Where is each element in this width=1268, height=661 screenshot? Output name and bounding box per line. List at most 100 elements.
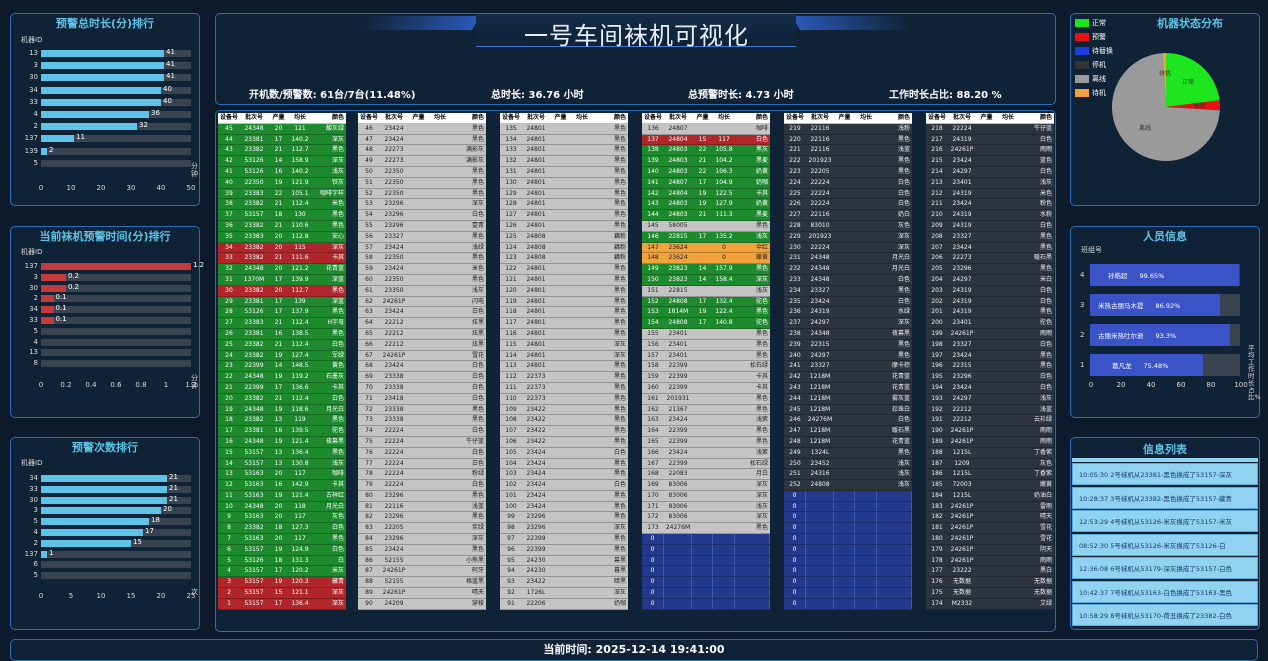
table-row[interactable]: 215 23424 蓝色 [926,156,1054,167]
table-row[interactable]: 241 23327 摩卡棕 [784,361,912,373]
table-row[interactable]: 169 83006 深灰 [642,480,770,491]
table-row[interactable]: 200 23401 驼色 [926,318,1054,329]
table-row[interactable]: 250 23452 浅灰 [784,458,912,470]
table-row[interactable]: 184 1215L 奶油白 [926,490,1054,502]
table-row[interactable]: 81 22116 浅蓝 [358,501,486,513]
legend-item[interactable]: 预警 [1075,30,1113,44]
table-row[interactable]: 115 24801 深灰 [500,339,628,351]
table-row[interactable]: 25 23382 21 112.4 白色 [218,339,346,351]
table-row[interactable]: 62 24261P 闪电 [358,296,486,308]
table-row[interactable]: 158 22399 松石绿 [642,361,770,373]
table-row[interactable]: 39 23383 22 105.1 咖啡字样 [218,188,346,200]
table-row[interactable]: 174 M2332 艾绿 [926,598,1054,610]
table-row[interactable]: 36 23382 21 110.6 黑色 [218,220,346,232]
table-row[interactable]: 149 23823 14 157.9 黑色 [642,264,770,275]
table-row[interactable]: 173 24276M 黑色 [642,523,770,535]
info-list-item[interactable]: 12:53:29 4号袜机从53126-米灰换成了53157-米灰 [1072,510,1258,532]
table-row[interactable]: 233 24348 白色 [784,274,912,286]
table-row[interactable]: 26 23381 16 138.5 黑色 [218,328,346,340]
table-row[interactable]: 14 53157 13 130.8 浅灰 [218,458,346,470]
table-row[interactable]: 41 53126 16 140.2 浅灰 [218,166,346,178]
table-row[interactable]: 0 [642,566,770,578]
table-row[interactable]: 61 23350 浅灰 [358,285,486,297]
table-row[interactable]: 99 23296 黑色 [500,512,628,524]
table-row[interactable]: 219 22116 浅粉 [784,123,912,135]
table-row[interactable]: 38 23382 21 112.4 米色 [218,199,346,211]
table-row[interactable]: 0 [784,534,912,545]
table-row[interactable]: 191 22212 云衫绿 [926,415,1054,427]
table-row[interactable]: 95 24230 幕黑 [500,555,628,567]
table-row[interactable]: 52 22350 黑色 [358,188,486,200]
info-list-item[interactable]: 08:52:30 5号袜机从53126-米灰换成了53126-白 [1072,533,1258,556]
table-row[interactable]: 188 1215L 丁香紫 [926,447,1054,459]
table-row[interactable]: 31 1370M 17 139.9 深蓝 [218,274,346,286]
table-row[interactable]: 20 23382 21 112.4 白色 [218,393,346,405]
table-row[interactable]: 91 22206 奶咖 [500,598,628,610]
table-row[interactable]: 7 53163 20 117 黑色 [218,534,346,545]
table-row[interactable]: 226 22224 白色 [784,199,912,211]
table-row[interactable]: 212 24319 米色 [926,188,1054,200]
table-row[interactable]: 251 24316 浅灰 [784,469,912,481]
table-row[interactable]: 84 23296 深灰 [358,534,486,545]
table-row[interactable]: 156 23401 黑色 [642,339,770,351]
table-row[interactable]: 178 24261P 雨雨 [926,555,1054,567]
table-row[interactable]: 9 53163 20 117 灰色 [218,512,346,524]
table-row[interactable]: 0 [784,577,912,589]
table-row[interactable]: 119 24801 黑色 [500,296,628,308]
table-row[interactable]: 19 24348 19 118.6 月光白 [218,404,346,416]
table-row[interactable]: 142 24804 19 122.5 卡其 [642,188,770,200]
table-row[interactable]: 207 23424 黑色 [926,242,1054,254]
table-row[interactable]: 57 23424 浅绿 [358,242,486,254]
table-row[interactable]: 0 [784,523,912,535]
table-row[interactable]: 205 23296 黑色 [926,264,1054,275]
table-row[interactable]: 152 24808 17 132.4 驼色 [642,296,770,308]
table-row[interactable]: 33 23382 21 111.6 卡其 [218,253,346,265]
table-row[interactable]: 163 23424 浅紫 [642,415,770,427]
table-row[interactable]: 237 24297 深灰 [784,318,912,329]
table-row[interactable]: 189 24261P 雨雨 [926,436,1054,448]
table-row[interactable]: 235 23424 白色 [784,296,912,308]
table-row[interactable]: 217 24319 白色 [926,134,1054,146]
table-row[interactable]: 56 23327 黑色 [358,231,486,243]
table-row[interactable]: 118 24801 黑色 [500,307,628,319]
table-row[interactable]: 76 22224 白色 [358,447,486,459]
table-row[interactable]: 139 24803 21 104.2 黑麦 [642,156,770,167]
table-row[interactable]: 101 23424 黑色 [500,490,628,502]
table-row[interactable]: 182 24261P 晴天 [926,512,1054,524]
table-row[interactable]: 53 23296 深灰 [358,199,486,211]
table-row[interactable]: 12 53163 16 142.9 卡其 [218,480,346,491]
table-row[interactable]: 202 24319 白色 [926,296,1054,308]
table-row[interactable]: 171 83006 浅灰 [642,501,770,513]
legend-item[interactable]: 停机 [1075,58,1113,72]
table-row[interactable]: 0 [642,588,770,599]
info-list-item[interactable]: 10:42:37 7号袜机从53163-白色换成了53163-黑色 [1072,580,1258,603]
table-row[interactable]: 47 23424 黑色 [358,134,486,146]
table-row[interactable]: 49 22273 满影灰 [358,156,486,167]
table-row[interactable]: 50 22350 黑色 [358,166,486,178]
table-row[interactable]: 63 23424 白色 [358,307,486,319]
legend-item[interactable]: 离线 [1075,72,1113,86]
table-row[interactable]: 236 24319 水绿 [784,307,912,319]
table-row[interactable]: 42 53126 14 158.9 深灰 [218,156,346,167]
table-row[interactable]: 0 [784,490,912,502]
table-row[interactable]: 113 24801 黑色 [500,361,628,373]
info-list-item[interactable]: 10:05:30 2号袜机从23381-黑色换成了53157-深灰 [1072,463,1258,485]
table-row[interactable]: 112 22373 黑色 [500,372,628,383]
table-row[interactable]: 247 1218M 暖石黑 [784,426,912,437]
table-row[interactable]: 98 23296 深灰 [500,523,628,535]
table-row[interactable]: 94 24230 暮黑 [500,566,628,578]
table-row[interactable]: 2 53157 15 121.1 深灰 [218,588,346,599]
table-row[interactable]: 166 23424 浅紫 [642,447,770,459]
table-row[interactable]: 238 24348 夜幕黑 [784,328,912,340]
table-row[interactable]: 102 23424 白色 [500,480,628,491]
table-row[interactable]: 93 23422 暗黑 [500,577,628,589]
table-row[interactable]: 157 23401 黑色 [642,350,770,362]
table-row[interactable]: 55 23296 壹青 [358,220,486,232]
table-row[interactable]: 0 [642,598,770,610]
table-row[interactable]: 161 201931 黑色 [642,393,770,405]
pie-slice[interactable] [1166,100,1220,111]
table-row[interactable]: 1 53157 17 136.4 深灰 [218,598,346,610]
table-row[interactable]: 87 24261P 阿牙 [358,566,486,578]
table-row[interactable]: 92 1726L 深灰 [500,588,628,599]
table-row[interactable]: 97 22399 黑色 [500,534,628,545]
